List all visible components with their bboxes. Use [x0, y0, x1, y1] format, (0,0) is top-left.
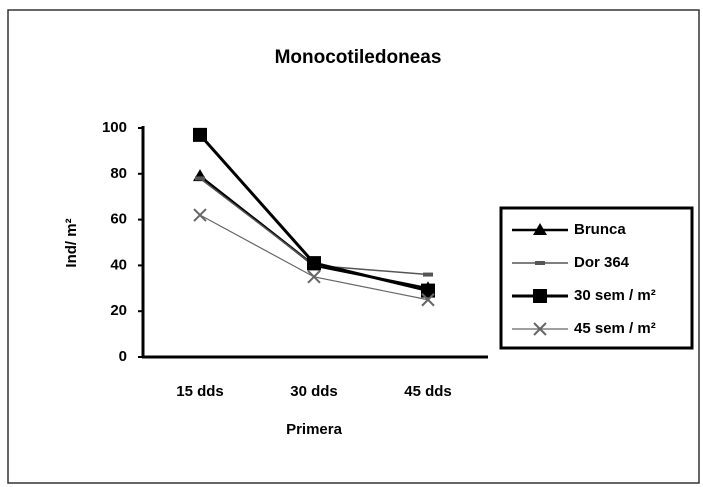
y-tick-label: 0	[119, 348, 127, 365]
legend-label: Dor 364	[574, 254, 630, 271]
marker	[533, 289, 547, 303]
y-axis-label: Ind/ m²	[63, 218, 80, 267]
marker	[421, 293, 435, 307]
marker	[423, 272, 433, 277]
marker	[193, 127, 207, 142]
marker	[195, 176, 205, 181]
marker	[307, 256, 321, 271]
y-tick-label: 100	[102, 119, 127, 136]
marker	[535, 261, 545, 265]
legend-box	[499, 206, 694, 350]
marker	[307, 270, 321, 284]
chart-title: Monocotiledoneas	[275, 47, 442, 68]
y-tick-label: 80	[110, 165, 127, 182]
y-tick-label: 60	[110, 211, 127, 228]
legend-label: 30 sem / m²	[574, 287, 656, 304]
x-tick-label: 45 dds	[404, 383, 452, 400]
marker	[533, 322, 547, 336]
marker	[533, 223, 547, 235]
y-tick-label: 40	[110, 256, 127, 273]
chart-frame	[7, 9, 700, 484]
x-tick-label: 15 dds	[176, 383, 224, 400]
x-tick-label: 30 dds	[290, 383, 338, 400]
marker	[193, 208, 207, 222]
legend-label: Brunca	[574, 221, 626, 238]
marker	[421, 283, 435, 298]
y-tick-label: 20	[110, 302, 127, 319]
x-axis-label: Primera	[286, 421, 343, 438]
legend-label: 45 sem / m²	[574, 320, 656, 337]
